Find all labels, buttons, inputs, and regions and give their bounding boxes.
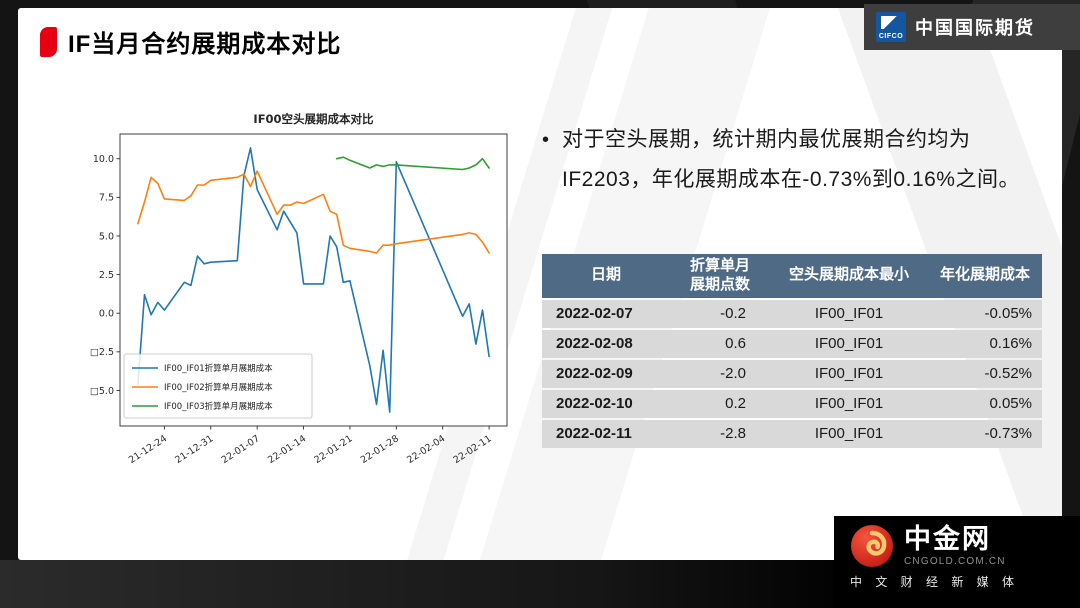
date-cell: 2022-02-09 [542, 359, 670, 388]
cifco-company-name: 中国国际期货 [915, 18, 1035, 38]
bullet-line-2: IF2203，年化展期成本在-0.73%到0.16%之间。 [562, 168, 1020, 191]
svg-text:IF00_IF02折算单月展期成本: IF00_IF02折算单月展期成本 [164, 382, 273, 393]
cifco-logo-icon: CIFCO [876, 12, 906, 42]
column-header-3: 年化展期成本 [928, 254, 1042, 298]
svg-text:21-12-24: 21-12-24 [127, 433, 169, 466]
svg-text:IF00空头展期成本对比: IF00空头展期成本对比 [253, 112, 374, 126]
bullet-line-1: 对于空头展期，统计期内最优展期合约均为 [562, 128, 971, 151]
svg-text:22-01-21: 22-01-21 [312, 433, 354, 466]
cngold-site-name: 中金网 [904, 524, 991, 555]
svg-text:IF00_IF01折算单月展期成本: IF00_IF01折算单月展期成本 [164, 363, 273, 374]
table-header: 日期 折算单月 展期点数 空头展期成本最小 年化展期成本 [542, 254, 1042, 298]
title-block: IF当月合约展期成本对比 [40, 24, 341, 59]
svg-text:22-02-11: 22-02-11 [452, 433, 494, 466]
annualized-cost-cell: -0.05% [928, 299, 1042, 328]
date-cell: 2022-02-10 [542, 389, 670, 418]
date-cell: 2022-02-07 [542, 299, 670, 328]
annualized-cost-cell: 0.16% [928, 329, 1042, 358]
slide-panel: IF当月合约展期成本对比 IF00空头展期成本对比 10.0 7.5 5.0 2.5 0.… [18, 8, 1062, 560]
date-cell: 2022-02-11 [542, 419, 670, 448]
bullet-marker: • [542, 129, 550, 151]
contract-cell: IF00_IF01 [770, 389, 928, 418]
cngold-watermark: 中金网 CNGOLD.COM.CN 中 文 财 经 新 媒 体 [834, 516, 1080, 608]
svg-text:22-01-28: 22-01-28 [359, 433, 401, 466]
svg-text:2.5: 2.5 [99, 270, 114, 281]
cngold-logo-icon [851, 525, 893, 567]
cifco-logo-text: CIFCO [878, 33, 904, 40]
table-row: 2022-02-08 0.6 IF00_IF01 0.16% [542, 329, 1042, 358]
page-title: IF当月合约展期成本对比 [68, 31, 342, 58]
date-cell: 2022-02-08 [542, 329, 670, 358]
svg-text:7.5: 7.5 [99, 193, 114, 204]
points-cell: 0.6 [670, 329, 770, 358]
bullet-point: • 对于空头展期，统计期内最优展期合约均为 IF2203，年化展期成本在-0.7… [542, 120, 1058, 200]
points-cell: -2.0 [670, 359, 770, 388]
svg-text:5.0: 5.0 [99, 231, 114, 242]
annualized-cost-cell: 0.05% [928, 389, 1042, 418]
points-cell: -0.2 [670, 299, 770, 328]
rollover-cost-chart: IF00空头展期成本对比 10.0 7.5 5.0 2.5 0.0 □2.5 □5.0 21-1… [90, 112, 508, 466]
cifco-logo: CIFCO 中国国际期货 [864, 4, 1080, 50]
table-row: 2022-02-10 0.2 IF00_IF01 0.05% [542, 389, 1042, 418]
contract-cell: IF00_IF01 [770, 359, 928, 388]
contract-cell: IF00_IF01 [770, 299, 928, 328]
svg-text:21-12-31: 21-12-31 [173, 433, 215, 466]
svg-text:10.0: 10.0 [93, 154, 114, 165]
cngold-domain: CNGOLD.COM.CN [904, 555, 1006, 567]
contract-cell: IF00_IF01 [770, 329, 928, 358]
svg-text:□2.5: □2.5 [90, 347, 114, 358]
table-row: 2022-02-07 -0.2 IF00_IF01 -0.05% [542, 299, 1042, 328]
annualized-cost-cell: -0.52% [928, 359, 1042, 388]
table-row: 2022-02-11 -2.8 IF00_IF01 -0.73% [542, 419, 1042, 448]
points-cell: -2.8 [670, 419, 770, 448]
contract-cell: IF00_IF01 [770, 419, 928, 448]
column-header-2: 空头展期成本最小 [770, 254, 928, 298]
rollover-cost-table: 日期 折算单月 展期点数 空头展期成本最小 年化展期成本 2022-02-07 -0.2 I… [542, 252, 1042, 450]
column-header-1: 折算单月 展期点数 [670, 254, 770, 298]
table-row: 2022-02-09 -2.0 IF00_IF01 -0.52% [542, 359, 1042, 388]
table-body: 2022-02-07 -0.2 IF00_IF01 -0.05% 2022-02-08 0… [542, 299, 1042, 448]
svg-text:IF00_IF03折算单月展期成本: IF00_IF03折算单月展期成本 [164, 401, 273, 412]
cngold-tagline: 中 文 财 经 新 媒 体 [850, 575, 1020, 589]
svg-text:22-02-04: 22-02-04 [405, 433, 447, 466]
title-accent-mark [40, 26, 57, 57]
column-header-0: 日期 [542, 254, 670, 298]
points-cell: 0.2 [670, 389, 770, 418]
svg-text:□5.0: □5.0 [90, 386, 114, 397]
svg-text:22-01-07: 22-01-07 [220, 433, 262, 466]
svg-text:22-01-14: 22-01-14 [266, 433, 308, 466]
svg-text:0.0: 0.0 [99, 309, 114, 320]
annualized-cost-cell: -0.73% [928, 419, 1042, 448]
